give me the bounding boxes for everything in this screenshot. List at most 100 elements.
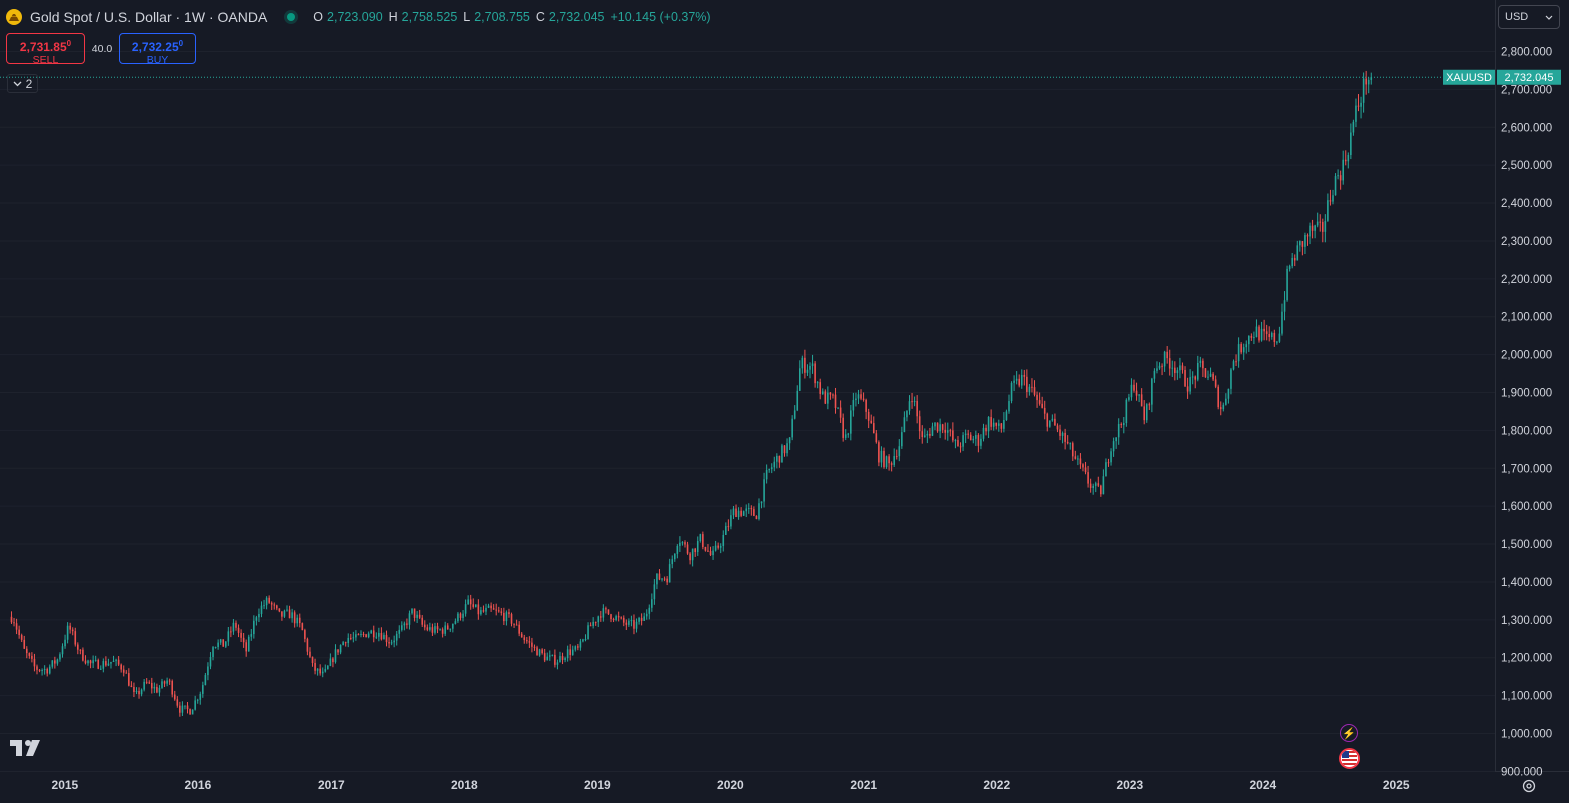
symbol-title[interactable]: Gold Spot / U.S. Dollar · 1W · OANDA [30, 9, 268, 25]
candle-body[interactable] [416, 614, 418, 618]
candle-body[interactable] [1043, 407, 1046, 414]
candle-body[interactable] [429, 627, 431, 630]
candle-body[interactable] [1314, 225, 1316, 231]
candle-body[interactable] [66, 625, 69, 640]
candle-body[interactable] [1191, 376, 1194, 378]
candle-body[interactable] [1153, 370, 1156, 379]
candle-body[interactable] [281, 611, 283, 617]
candle-body[interactable] [176, 699, 179, 706]
candle-body[interactable] [648, 607, 651, 614]
candle-body[interactable] [64, 639, 66, 647]
candle-body[interactable] [74, 631, 77, 645]
candle-body[interactable] [1296, 245, 1299, 261]
candle-body[interactable] [949, 430, 952, 432]
candle-body[interactable] [247, 636, 250, 652]
candle-body[interactable] [1204, 368, 1207, 378]
candle-body[interactable] [824, 391, 827, 404]
candle-body[interactable] [492, 608, 495, 610]
candle-body[interactable] [31, 655, 33, 659]
candle-body[interactable] [1202, 360, 1204, 369]
candle-body[interactable] [10, 616, 13, 623]
candle-body[interactable] [97, 659, 100, 669]
candle-body[interactable] [342, 642, 344, 646]
candle-body[interactable] [763, 479, 765, 502]
candle-body[interactable] [798, 368, 801, 391]
candle-body[interactable] [1046, 413, 1049, 427]
candle-body[interactable] [426, 627, 429, 630]
candle-body[interactable] [918, 416, 921, 432]
candle-body[interactable] [714, 545, 717, 551]
candle-body[interactable] [1038, 400, 1041, 404]
candle-body[interactable] [694, 548, 697, 553]
candle-body[interactable] [291, 612, 293, 619]
candle-body[interactable] [230, 631, 232, 633]
candle-body[interactable] [888, 456, 890, 464]
candle-body[interactable] [337, 649, 339, 653]
candle-body[interactable] [875, 433, 878, 443]
candle-body[interactable] [288, 609, 291, 619]
candle-body[interactable] [411, 608, 413, 614]
candle-body[interactable] [952, 430, 954, 441]
candle-body[interactable] [301, 623, 304, 631]
candle-body[interactable] [1209, 373, 1212, 377]
candle-body[interactable] [357, 634, 360, 636]
candle-body[interactable] [1087, 472, 1089, 484]
market-status-icon[interactable] [287, 13, 296, 21]
candle-body[interactable] [712, 550, 714, 556]
candle-body[interactable] [1028, 386, 1031, 392]
candle-body[interactable] [957, 440, 959, 447]
candle-body[interactable] [1230, 369, 1232, 389]
candle-body[interactable] [304, 630, 306, 639]
candle-body[interactable] [1089, 483, 1092, 488]
candle-body[interactable] [431, 627, 434, 633]
candle-body[interactable] [903, 417, 906, 433]
candle-body[interactable] [898, 446, 901, 457]
candle-body[interactable] [344, 642, 347, 644]
currency-select[interactable]: USD [1498, 5, 1560, 29]
candle-body[interactable] [380, 632, 383, 640]
candle-body[interactable] [1286, 268, 1288, 301]
candle-body[interactable] [260, 605, 263, 614]
candle-body[interactable] [378, 632, 380, 637]
candle-body[interactable] [1056, 425, 1059, 430]
candle-body[interactable] [1179, 365, 1181, 371]
candle-body[interactable] [472, 604, 475, 607]
candle-body[interactable] [500, 611, 503, 613]
candle-body[interactable] [1079, 458, 1082, 465]
candle-body[interactable] [77, 644, 79, 650]
candle-body[interactable] [653, 584, 656, 600]
candle-body[interactable] [1092, 485, 1094, 488]
candle-body[interactable] [526, 640, 528, 642]
candle-body[interactable] [829, 392, 832, 395]
candle-body[interactable] [689, 553, 691, 561]
candle-body[interactable] [1299, 241, 1301, 246]
candle-body[interactable] [199, 693, 202, 700]
candle-body[interactable] [117, 659, 120, 665]
candle-body[interactable] [592, 621, 594, 626]
candle-body[interactable] [1059, 429, 1061, 436]
candle-body[interactable] [671, 559, 674, 565]
candle-body[interactable] [541, 649, 543, 654]
candle-body[interactable] [370, 630, 372, 634]
candle-body[interactable] [893, 456, 895, 465]
candle-body[interactable] [566, 649, 569, 659]
candle-body[interactable] [181, 705, 184, 713]
candle-body[interactable] [867, 411, 870, 421]
candle-body[interactable] [750, 508, 753, 510]
candle-body[interactable] [890, 463, 893, 465]
candle-body[interactable] [885, 456, 888, 468]
candle-body[interactable] [401, 625, 403, 630]
candle-body[interactable] [240, 632, 242, 638]
candle-body[interactable] [1054, 418, 1056, 426]
candle-body[interactable] [686, 544, 689, 554]
candle-body[interactable] [1219, 407, 1222, 410]
candle-body[interactable] [383, 634, 385, 640]
candle-body[interactable] [278, 608, 281, 612]
candle-body[interactable] [1255, 326, 1258, 338]
candle-body[interactable] [878, 442, 880, 463]
candle-body[interactable] [959, 446, 962, 448]
candle-body[interactable] [1352, 121, 1355, 133]
candle-body[interactable] [474, 604, 477, 607]
candle-body[interactable] [941, 424, 944, 430]
candle-body[interactable] [385, 634, 388, 643]
